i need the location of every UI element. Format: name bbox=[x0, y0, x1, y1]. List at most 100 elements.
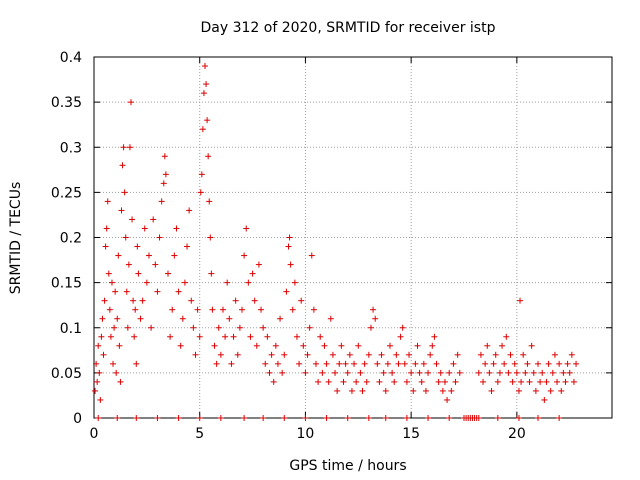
data-point bbox=[384, 360, 391, 367]
x-tick-label: 10 bbox=[297, 426, 315, 442]
data-point bbox=[196, 333, 203, 340]
data-point bbox=[367, 324, 374, 331]
data-point bbox=[219, 306, 226, 313]
data-point bbox=[323, 415, 330, 421]
data-point bbox=[511, 360, 518, 367]
data-point bbox=[446, 369, 453, 376]
data-point bbox=[477, 351, 484, 358]
data-point bbox=[450, 360, 457, 367]
data-point bbox=[365, 351, 372, 358]
data-point bbox=[135, 270, 142, 277]
data-point bbox=[408, 369, 415, 376]
data-point bbox=[203, 81, 210, 88]
y-tick-label: 0 bbox=[73, 411, 82, 427]
data-point bbox=[344, 369, 351, 376]
data-point bbox=[291, 279, 298, 286]
data-point bbox=[554, 378, 561, 385]
data-point bbox=[207, 234, 214, 241]
data-point bbox=[412, 360, 419, 367]
data-point bbox=[382, 415, 389, 421]
data-point bbox=[192, 351, 199, 358]
y-tick-label: 0.3 bbox=[60, 140, 82, 156]
x-axis-label: GPS time / hours bbox=[289, 458, 406, 474]
data-point bbox=[93, 360, 100, 367]
data-point bbox=[490, 360, 497, 367]
data-point bbox=[346, 351, 353, 358]
data-point bbox=[439, 387, 446, 394]
data-point bbox=[103, 225, 110, 232]
data-point bbox=[286, 234, 293, 241]
data-point bbox=[198, 171, 205, 178]
data-point bbox=[530, 369, 537, 376]
data-point bbox=[425, 369, 432, 376]
data-point bbox=[209, 306, 216, 313]
data-point bbox=[194, 306, 201, 313]
data-point bbox=[389, 369, 396, 376]
data-point bbox=[403, 378, 410, 385]
data-point bbox=[141, 225, 148, 232]
data-point bbox=[281, 415, 288, 421]
data-point bbox=[177, 342, 184, 349]
data-point bbox=[378, 351, 385, 358]
data-point bbox=[208, 270, 215, 277]
data-point bbox=[213, 360, 220, 367]
data-point bbox=[162, 171, 169, 178]
data-point bbox=[547, 387, 554, 394]
data-point bbox=[121, 189, 128, 196]
data-point bbox=[380, 369, 387, 376]
data-point bbox=[277, 315, 284, 322]
data-point bbox=[95, 415, 102, 421]
data-point bbox=[251, 297, 258, 304]
data-point bbox=[327, 315, 334, 322]
data-point bbox=[131, 333, 138, 340]
data-point bbox=[496, 369, 503, 376]
data-point bbox=[150, 216, 157, 223]
data-point bbox=[475, 369, 482, 376]
data-point bbox=[266, 369, 273, 376]
data-point bbox=[431, 333, 438, 340]
data-point bbox=[106, 306, 113, 313]
data-point bbox=[171, 252, 178, 259]
data-point bbox=[406, 351, 413, 358]
data-point bbox=[111, 324, 118, 331]
data-point bbox=[224, 279, 231, 286]
data-point bbox=[247, 333, 254, 340]
data-point bbox=[308, 252, 315, 259]
data-point bbox=[175, 415, 182, 421]
data-point bbox=[551, 351, 558, 358]
data-point bbox=[119, 162, 126, 169]
data-point bbox=[448, 387, 455, 394]
data-point bbox=[298, 297, 305, 304]
data-point bbox=[422, 387, 429, 394]
data-point bbox=[435, 378, 442, 385]
data-point bbox=[437, 369, 444, 376]
data-point bbox=[357, 369, 364, 376]
data-point bbox=[114, 315, 121, 322]
data-point bbox=[211, 342, 218, 349]
data-point bbox=[397, 333, 404, 340]
data-point bbox=[393, 351, 400, 358]
x-tick-labels: 0 5 10 15 20 bbox=[90, 426, 526, 442]
data-point bbox=[302, 369, 309, 376]
data-point bbox=[196, 415, 203, 421]
data-point bbox=[399, 324, 406, 331]
y-tick-label: 0.15 bbox=[51, 276, 82, 292]
data-point bbox=[562, 378, 569, 385]
data-point bbox=[444, 396, 451, 403]
data-point bbox=[181, 279, 188, 286]
data-point bbox=[239, 306, 245, 313]
data-point bbox=[482, 360, 489, 367]
data-point bbox=[363, 378, 370, 385]
data-point bbox=[113, 369, 120, 376]
data-point bbox=[374, 360, 381, 367]
data-point bbox=[334, 387, 341, 394]
data-point bbox=[99, 315, 106, 322]
data-point bbox=[488, 387, 495, 394]
x-tick-label: 20 bbox=[508, 426, 526, 442]
data-point bbox=[570, 378, 577, 385]
data-point bbox=[222, 333, 229, 340]
data-point bbox=[319, 369, 326, 376]
data-point bbox=[564, 360, 571, 367]
data-point bbox=[454, 351, 461, 358]
data-point bbox=[403, 415, 410, 421]
